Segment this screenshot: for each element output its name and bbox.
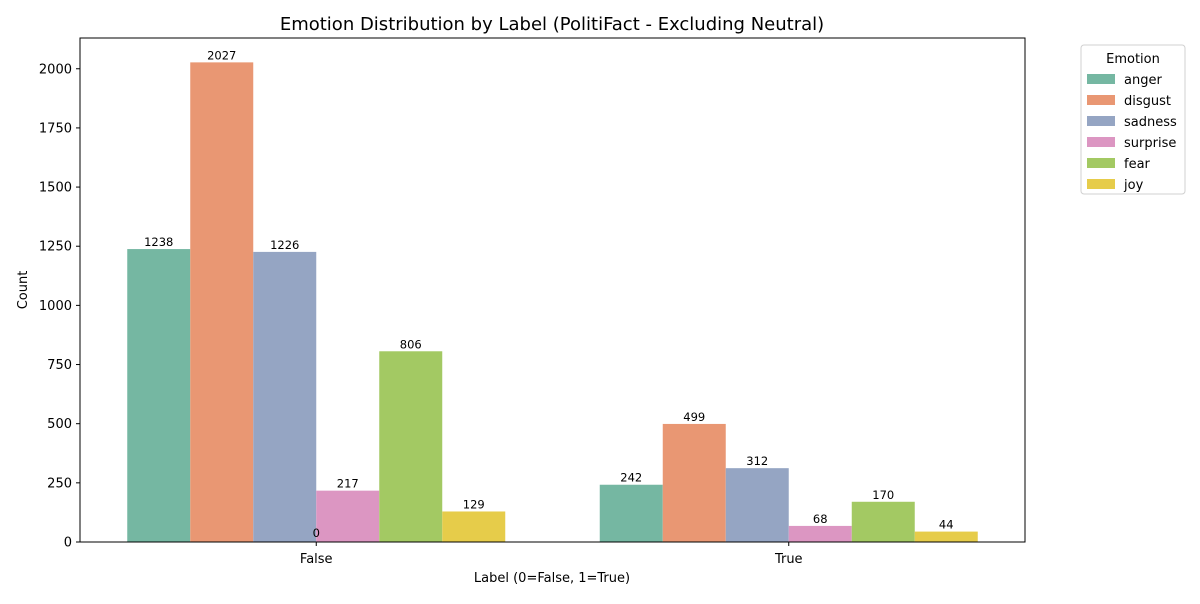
- bar-disgust-true: [662, 423, 726, 542]
- bar-surprise-true: [788, 525, 852, 542]
- legend-swatch-sadness: [1087, 116, 1115, 126]
- y-tick-label: 1250: [39, 240, 72, 255]
- x-axis: False True: [300, 542, 803, 567]
- legend-label-fear: fear: [1124, 157, 1151, 172]
- data-label-sadness-false: 1226: [270, 238, 299, 252]
- data-label-sadness-true: 312: [746, 454, 768, 468]
- legend-swatch-disgust: [1087, 95, 1115, 105]
- chart-title: Emotion Distribution by Label (PolitiFac…: [280, 14, 824, 35]
- bar-sadness-true: [725, 468, 789, 542]
- legend-swatch-fear: [1087, 158, 1115, 168]
- legend: Emotion anger disgust sadness surprise fear j…: [1080, 44, 1186, 195]
- bar-anger-true: [599, 484, 663, 542]
- bar-joy-false: [442, 511, 506, 542]
- bar-disgust-false: [190, 62, 254, 543]
- y-tick-label: 250: [47, 476, 72, 491]
- data-label-surprise-false: 217: [337, 477, 359, 491]
- y-tick-label: 1000: [39, 299, 72, 314]
- data-label-disgust-false: 2027: [207, 48, 236, 62]
- legend-label-disgust: disgust: [1124, 94, 1171, 109]
- bar-fear-true: [851, 501, 915, 542]
- data-labels-layer: 1238 242 2027 499 1226 312 217 68 806 170 129 44 0: [144, 48, 953, 540]
- y-axis-label: Count: [16, 271, 31, 310]
- legend-label-joy: joy: [1123, 178, 1144, 193]
- data-label-joy-false: 129: [463, 497, 485, 511]
- legend-label-anger: anger: [1124, 73, 1162, 88]
- data-label-disgust-true: 499: [683, 410, 705, 424]
- legend-title: Emotion: [1106, 52, 1160, 67]
- bar-surprise-false: [316, 490, 380, 542]
- y-tick-label: 0: [64, 536, 72, 551]
- x-axis-label: Label (0=False, 1=True): [474, 571, 630, 586]
- data-label-anger-false: 1238: [144, 235, 173, 249]
- x-tick-label-true: True: [774, 552, 803, 567]
- legend-label-sadness: sadness: [1124, 115, 1177, 130]
- y-tick-label: 750: [47, 358, 72, 373]
- legend-swatch-joy: [1087, 179, 1115, 189]
- x-tick-label-false: False: [300, 552, 333, 567]
- y-axis: 0 250 500 750 1000 1250 1500 1750 2000: [39, 62, 80, 551]
- legend-swatch-surprise: [1087, 137, 1115, 147]
- y-tick-label: 500: [47, 417, 72, 432]
- data-label-extra-zero: 0: [313, 526, 320, 540]
- data-label-fear-true: 170: [872, 488, 894, 502]
- bar-joy-true: [914, 531, 978, 542]
- y-tick-label: 1750: [39, 121, 72, 136]
- y-tick-label: 1500: [39, 181, 72, 196]
- bar-sadness-false: [253, 251, 317, 542]
- plot-frame: [79, 37, 1026, 543]
- bars-layer: [127, 62, 978, 543]
- legend-swatch-anger: [1087, 74, 1115, 84]
- bar-anger-false: [127, 249, 191, 542]
- data-label-surprise-true: 68: [813, 512, 828, 526]
- data-label-anger-true: 242: [620, 471, 642, 485]
- data-label-joy-true: 44: [939, 518, 954, 532]
- bar-fear-false: [379, 351, 443, 542]
- legend-label-surprise: surprise: [1124, 136, 1176, 151]
- data-label-fear-false: 806: [400, 337, 422, 351]
- y-tick-label: 2000: [39, 62, 72, 77]
